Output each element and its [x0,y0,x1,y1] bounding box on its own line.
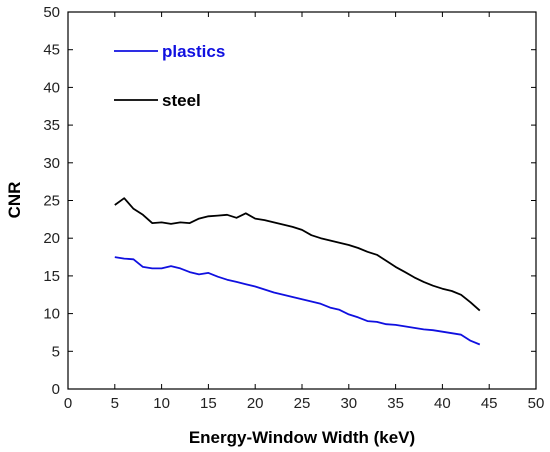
y-tick-label: 10 [43,306,60,323]
axis-ticks: 0 5 10 15 20 25 30 35 40 45 50 0 5 10 15 20 25 30 35 40 45 50 [43,4,544,412]
legend-label-plastics: plastics [162,42,225,61]
y-tick-label: 35 [43,117,60,134]
x-tick-label: 20 [247,395,264,412]
y-tick-label: 40 [43,79,60,96]
x-tick-label: 10 [153,395,170,412]
legend: plastics steel [114,42,225,110]
legend-label-steel: steel [162,91,201,110]
x-tick-label: 30 [340,395,357,412]
x-tick-label: 35 [387,395,404,412]
x-tick-label: 15 [200,395,217,412]
y-tick-label: 45 [43,42,60,59]
x-tick-label: 45 [481,395,498,412]
y-axis-title: CNR [5,182,24,219]
y-tick-label: 30 [43,155,60,172]
series-line-plastics [114,256,481,346]
y-tick-label: 5 [52,343,60,360]
series-lines [114,197,481,346]
y-tick-label: 20 [43,230,60,247]
x-tick-label: 5 [111,395,119,412]
series-line-steel [114,197,481,312]
x-tick-label: 0 [64,395,72,412]
y-tick-label: 15 [43,268,60,285]
y-tick-label: 50 [43,4,60,21]
plot-frame [67,11,537,390]
x-axis-title: Energy-Window Width (keV) [189,428,415,447]
y-tick-label: 0 [52,381,60,398]
y-tick-label: 25 [43,193,60,210]
x-tick-label: 25 [294,395,311,412]
x-tick-label: 50 [528,395,545,412]
x-tick-label: 40 [434,395,451,412]
